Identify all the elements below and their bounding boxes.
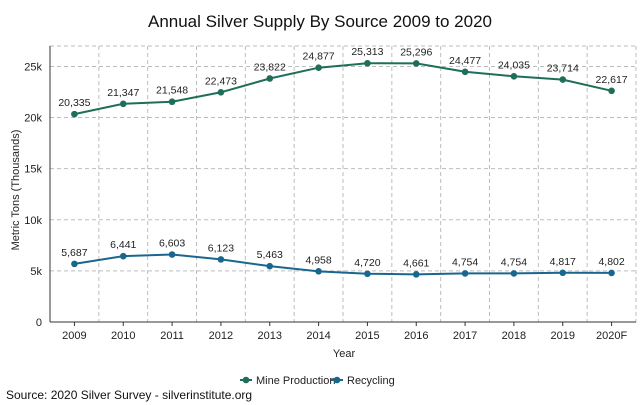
data-label: 23,822 <box>254 61 286 73</box>
axes: 0 5k 10k 15k 20k 25k 2009 2010 2011 2012 2013 2014 2… <box>24 46 636 342</box>
data-label: 20,335 <box>58 97 90 109</box>
data-label: 6,441 <box>110 239 136 251</box>
data-point <box>71 260 78 268</box>
data-label: 24,877 <box>303 51 335 63</box>
data-label: 4,958 <box>305 254 331 266</box>
data-point <box>217 256 225 263</box>
data-label: 4,817 <box>550 256 576 268</box>
data-label: 4,754 <box>501 256 527 268</box>
data-point <box>608 269 615 277</box>
data-point <box>510 73 518 80</box>
data-label: 6,123 <box>208 242 234 254</box>
legend: Mine Production Recycling <box>240 375 395 387</box>
chart-title: Annual Silver Supply By Source 2009 to 2… <box>148 12 492 31</box>
data-label: 22,473 <box>205 75 237 87</box>
series-recycling: 5,687 6,441 6,603 6,123 5,463 4,958 4,720 4,661… <box>61 238 625 278</box>
data-point <box>559 76 567 83</box>
data-label: 5,687 <box>61 247 87 259</box>
data-label: 24,477 <box>449 55 481 67</box>
x-tick-label: 2018 <box>502 330 526 342</box>
y-tick-label: 25k <box>24 61 42 73</box>
data-point <box>608 87 615 95</box>
data-label: 4,802 <box>598 256 624 268</box>
data-point <box>266 75 274 82</box>
y-tick-label: 5k <box>30 266 42 278</box>
data-point <box>412 60 420 67</box>
data-label: 21,548 <box>156 85 188 97</box>
data-label: 4,720 <box>354 257 380 269</box>
data-label: 25,296 <box>400 46 432 58</box>
x-tick-label: 2015 <box>355 330 379 342</box>
data-point <box>510 270 518 277</box>
data-label: 25,313 <box>351 46 383 58</box>
data-point <box>315 64 322 72</box>
data-point <box>119 100 127 108</box>
x-tick-label: 2013 <box>258 330 282 342</box>
data-label: 6,603 <box>159 238 185 250</box>
legend-marker <box>242 376 250 384</box>
data-point <box>119 252 127 260</box>
x-tick-label: 2009 <box>62 330 86 342</box>
y-tick-label: 20k <box>24 113 42 125</box>
data-label: 23,714 <box>547 63 579 75</box>
data-point <box>168 251 176 258</box>
series-line <box>74 253 612 276</box>
data-point <box>217 88 225 96</box>
data-point <box>71 110 78 118</box>
data-point <box>364 59 371 67</box>
data-label: 24,035 <box>498 59 530 71</box>
legend-label: Mine Production <box>256 375 336 387</box>
y-tick-label: 15k <box>24 164 42 176</box>
data-point <box>412 271 420 278</box>
data-label: 5,463 <box>257 249 283 261</box>
y-tick-label: 10k <box>24 215 42 227</box>
y-axis-label: Metric Tons (Thousands) <box>10 130 22 251</box>
x-tick-label: 2012 <box>209 330 233 342</box>
data-label: 4,754 <box>452 256 478 268</box>
legend-marker <box>333 376 341 384</box>
data-label: 22,617 <box>596 74 628 86</box>
data-label: 4,661 <box>403 257 429 269</box>
series: 20,335 21,347 21,548 22,473 23,822 24,877 25,3… <box>58 46 628 278</box>
data-point <box>315 268 322 275</box>
x-axis-label: Year <box>333 348 356 360</box>
series-mine-production: 20,335 21,347 21,548 22,473 23,822 24,877 25,3… <box>58 46 628 118</box>
grid <box>50 45 637 322</box>
x-tick-label: 2019 <box>551 330 575 342</box>
data-point <box>364 270 371 278</box>
data-point <box>266 262 274 270</box>
data-point <box>461 270 469 277</box>
data-point <box>559 269 567 277</box>
x-tick-label: 2016 <box>404 330 428 342</box>
legend-item: Recycling <box>331 375 395 387</box>
series-line <box>74 62 612 116</box>
data-label: 21,347 <box>107 87 139 99</box>
x-tick-label: 2010 <box>111 330 135 342</box>
y-tick-label: 0 <box>36 317 42 329</box>
data-point <box>168 98 176 106</box>
legend-label: Recycling <box>347 375 395 387</box>
source-note: Source: 2020 Silver Survey - silverinsti… <box>6 388 252 402</box>
x-tick-label: 2020F <box>596 330 627 342</box>
data-point <box>461 68 469 76</box>
x-tick-label: 2014 <box>306 330 330 342</box>
x-tick-label: 2011 <box>160 330 184 342</box>
legend-item: Mine Production <box>240 375 336 387</box>
x-tick-label: 2017 <box>453 330 477 342</box>
